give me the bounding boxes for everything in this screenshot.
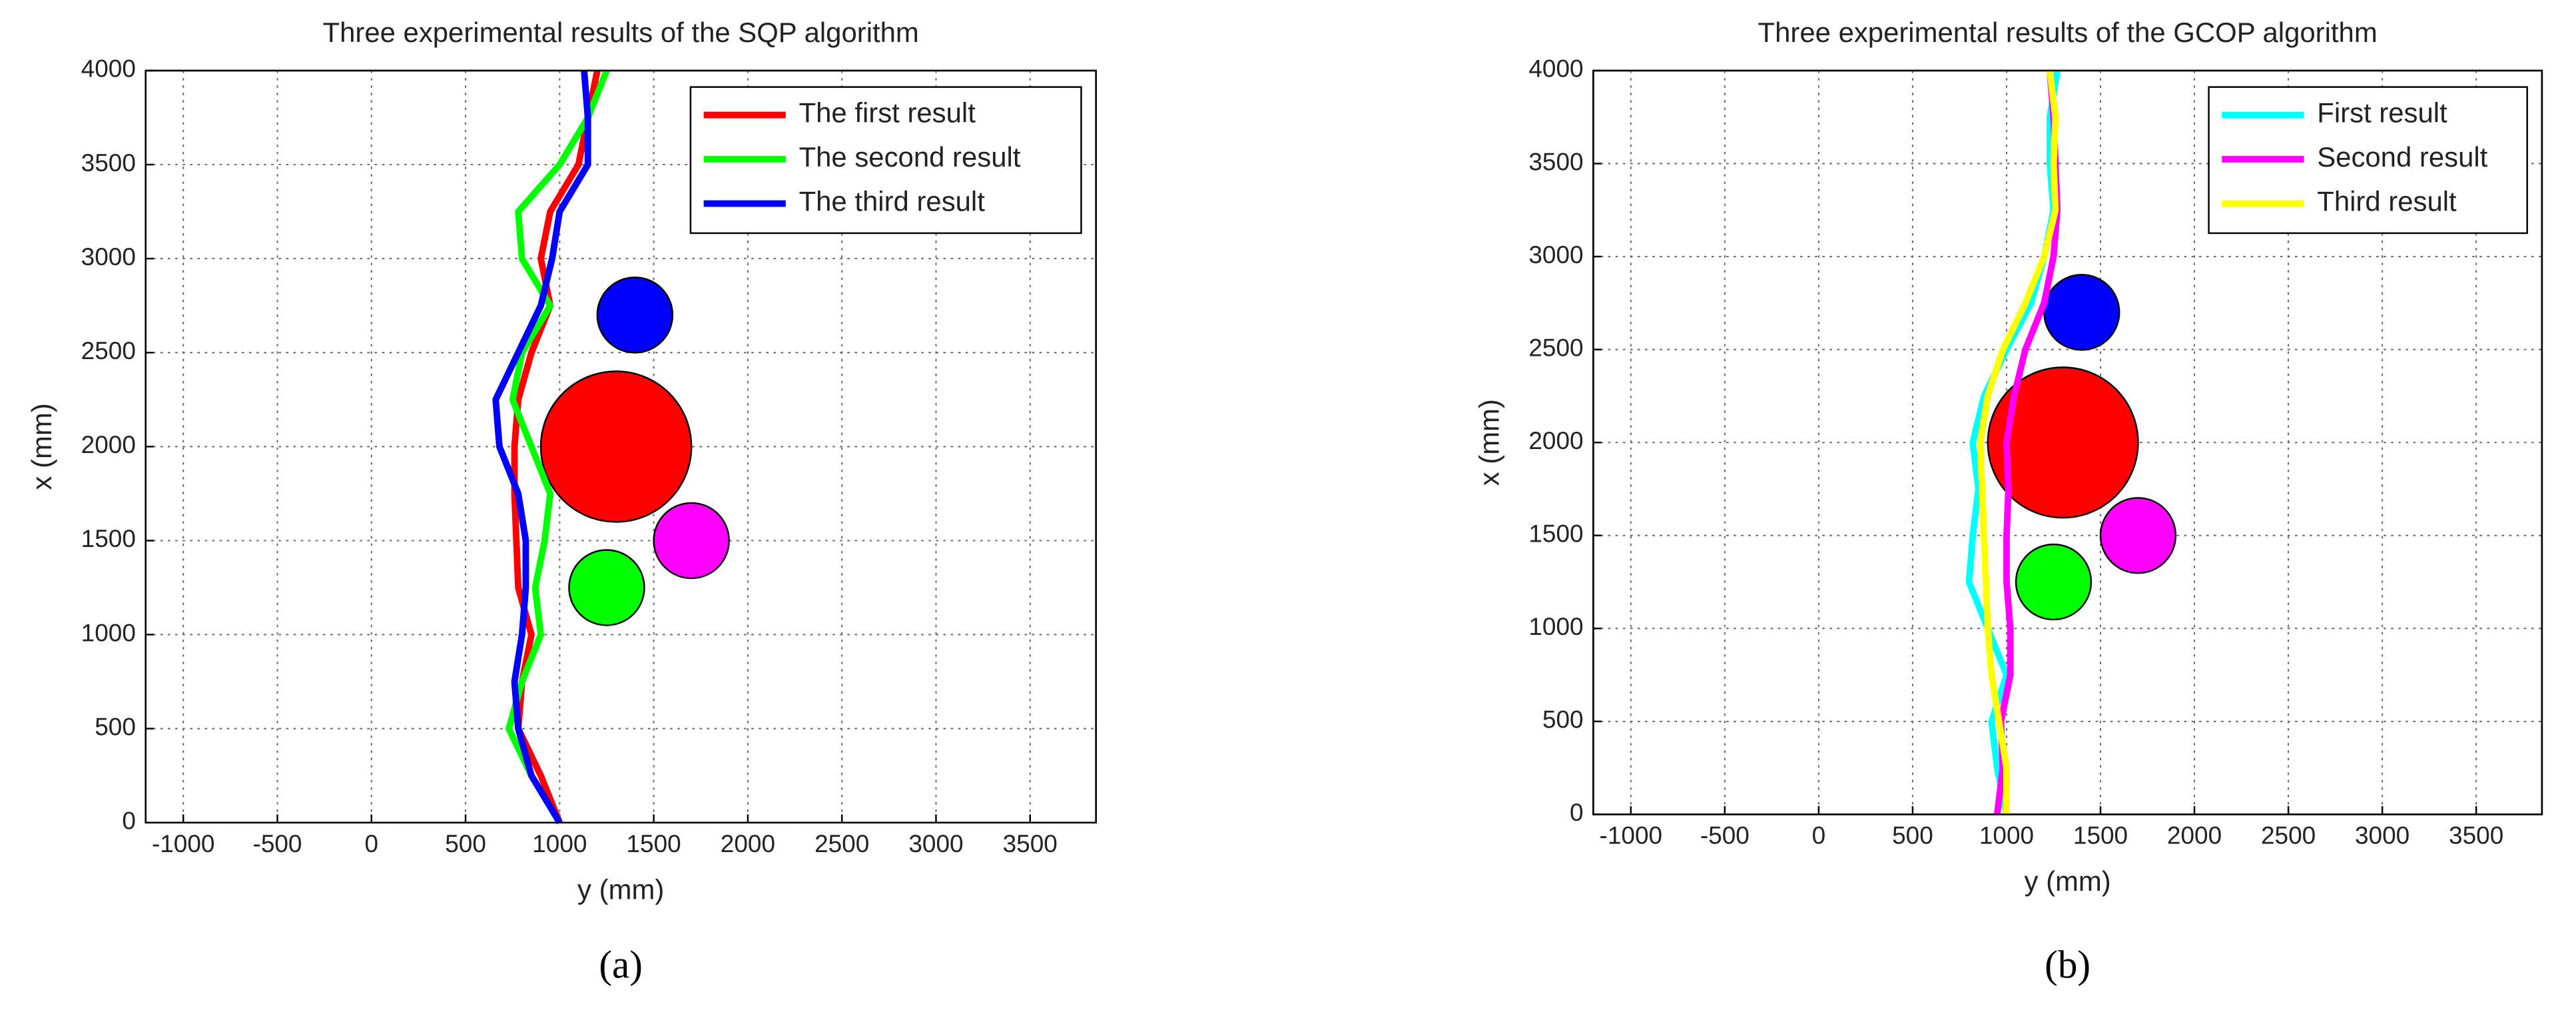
y-tick-label: 4000 — [81, 55, 136, 83]
x-tick-label: 0 — [364, 830, 378, 857]
x-tick-label: 1500 — [627, 830, 681, 857]
x-tick-label: 3500 — [2449, 822, 2503, 849]
obstacle — [1987, 366, 2139, 519]
obstacle — [2015, 543, 2093, 621]
y-tick-label: 4000 — [1528, 55, 1583, 83]
legend-label: Third result — [2317, 186, 2457, 217]
y-tick-label: 3000 — [1528, 241, 1583, 268]
series-line — [1977, 70, 2059, 815]
y-tick-label: 0 — [122, 807, 136, 834]
x-tick-label: 2500 — [2261, 822, 2316, 849]
y-tick-label: 1500 — [1528, 520, 1583, 548]
x-tick-label: 1000 — [532, 830, 587, 857]
y-axis-label: x (mm) — [26, 403, 57, 490]
x-axis-label: y (mm) — [577, 873, 664, 905]
legend-label: First result — [2317, 97, 2447, 129]
y-tick-label: 2500 — [1528, 334, 1583, 361]
y-tick-label: 3000 — [81, 243, 136, 270]
x-tick-label: 1500 — [2073, 822, 2128, 849]
x-tick-label: 3500 — [1003, 830, 1058, 857]
y-tick-label: 0 — [1570, 799, 1584, 826]
x-tick-label: -500 — [253, 830, 302, 857]
y-tick-label: 1000 — [1528, 613, 1583, 640]
y-axis-label: x (mm) — [1474, 399, 1505, 486]
x-tick-label: 2000 — [721, 830, 775, 857]
x-tick-label: 2500 — [814, 830, 869, 857]
x-tick-label: 1000 — [1979, 822, 2034, 849]
x-tick-label: 0 — [1812, 822, 1826, 849]
y-tick-label: 1500 — [81, 525, 136, 552]
x-tick-label: 500 — [445, 830, 486, 857]
legend-label: Second result — [2317, 141, 2487, 173]
legend-label: The first result — [799, 97, 976, 129]
x-tick-label: 500 — [1892, 822, 1933, 849]
legend — [689, 86, 1082, 235]
x-tick-label: -1000 — [1600, 822, 1663, 849]
obstacle — [2099, 497, 2177, 574]
series-line — [492, 70, 591, 825]
y-tick-label: 3500 — [81, 149, 136, 177]
obstacle — [568, 549, 645, 626]
x-axis-label: y (mm) — [2025, 865, 2111, 897]
y-tick-label: 3500 — [1528, 148, 1583, 175]
y-tick-label: 2000 — [1528, 427, 1583, 454]
y-tick-label: 500 — [1542, 706, 1584, 734]
obstacle — [539, 370, 693, 523]
x-tick-label: -1000 — [152, 830, 215, 857]
legend-label: The third result — [799, 186, 986, 217]
x-tick-label: -500 — [1700, 822, 1750, 849]
y-tick-label: 500 — [95, 713, 136, 740]
y-tick-label: 2500 — [81, 337, 136, 364]
chart-title: Three experimental results of the SQP al… — [323, 17, 919, 48]
legend-label: The second result — [799, 141, 1021, 173]
y-tick-label: 2000 — [81, 431, 136, 458]
x-tick-label: 3000 — [2355, 822, 2410, 849]
obstacle — [653, 502, 730, 580]
caption: (b) — [2045, 943, 2091, 987]
caption: (a) — [599, 943, 643, 987]
x-tick-label: 2000 — [2167, 822, 2222, 849]
x-tick-label: 3000 — [908, 830, 963, 857]
plot-border — [145, 69, 1097, 823]
chart-title: Three experimental results of the GCOP a… — [1758, 17, 2378, 48]
y-tick-label: 1000 — [81, 619, 136, 646]
plot-border — [1592, 69, 2543, 815]
obstacle — [2043, 274, 2120, 351]
obstacle — [596, 276, 674, 354]
